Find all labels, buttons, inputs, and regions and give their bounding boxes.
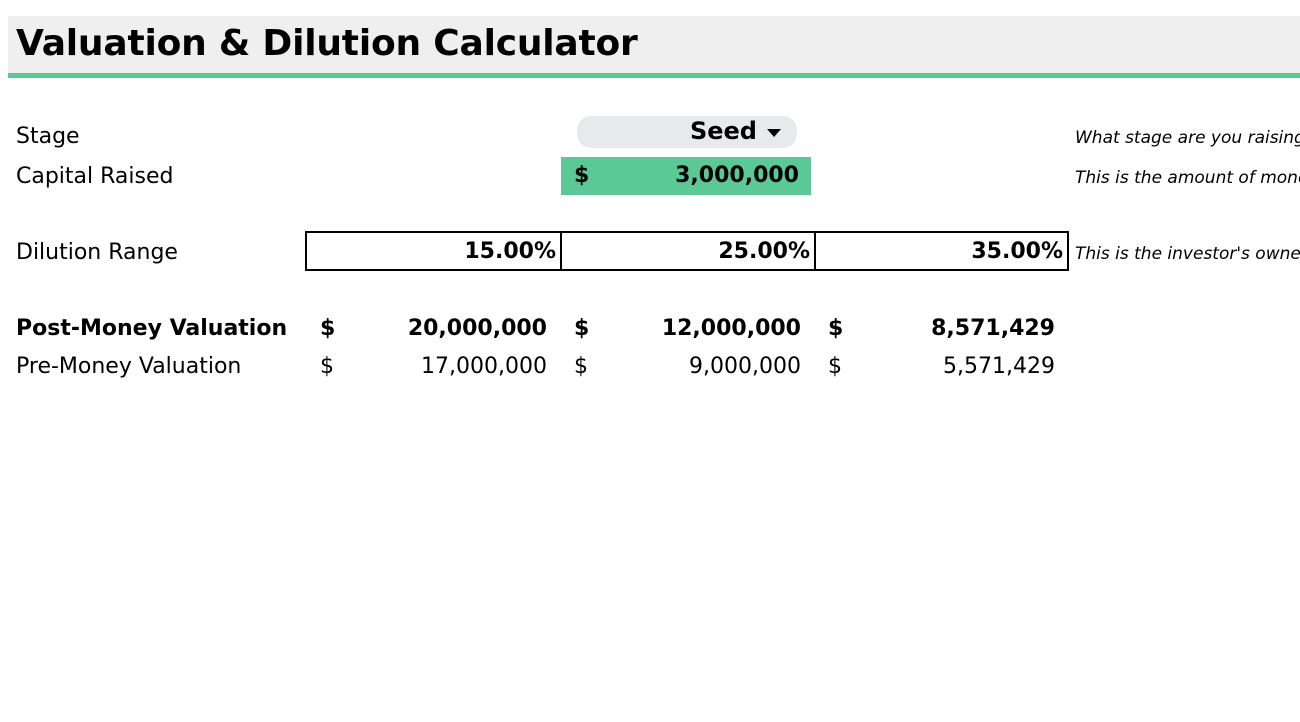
capital-raised-value: 3,000,000 (675, 163, 799, 188)
pre-money-value-1: 17,000,000 (421, 354, 547, 379)
post-money-currency-3: $ (828, 316, 844, 341)
post-money-label: Post-Money Valuation (16, 316, 288, 341)
dilution-input-high[interactable]: 35.00% (814, 231, 1069, 271)
chevron-down-icon (767, 129, 781, 137)
dilution-input-mid[interactable]: 25.00% (560, 231, 816, 271)
pre-money-value-2: 9,000,000 (689, 354, 801, 379)
capital-raised-input[interactable]: $ 3,000,000 (561, 157, 811, 195)
pre-money-currency-2: $ (574, 354, 588, 379)
page-title: Valuation & Dilution Calculator (16, 23, 638, 64)
pre-money-label: Pre-Money Valuation (16, 354, 242, 379)
stage-label: Stage (16, 124, 80, 149)
pre-money-value-3: 5,571,429 (943, 354, 1055, 379)
stage-dropdown-value: Seed (689, 117, 757, 145)
pre-money-currency-1: $ (320, 354, 334, 379)
capital-currency-symbol: $ (574, 163, 590, 188)
capital-raised-label: Capital Raised (16, 164, 174, 189)
stage-dropdown[interactable]: Seed (577, 116, 797, 148)
dilution-range-label: Dilution Range (16, 240, 178, 265)
capital-note: This is the amount of money (1075, 168, 1300, 188)
post-money-currency-1: $ (320, 316, 336, 341)
post-money-value-2: 12,000,000 (661, 316, 801, 341)
post-money-value-3: 8,571,429 (931, 316, 1055, 341)
stage-note: What stage are you raising (1075, 128, 1300, 148)
dilution-note: This is the investor's ownership (1075, 244, 1300, 264)
pre-money-currency-3: $ (828, 354, 842, 379)
post-money-value-1: 20,000,000 (407, 316, 547, 341)
post-money-currency-2: $ (574, 316, 590, 341)
title-bar: Valuation & Dilution Calculator (8, 16, 1300, 78)
dilution-input-low[interactable]: 15.00% (305, 231, 562, 271)
